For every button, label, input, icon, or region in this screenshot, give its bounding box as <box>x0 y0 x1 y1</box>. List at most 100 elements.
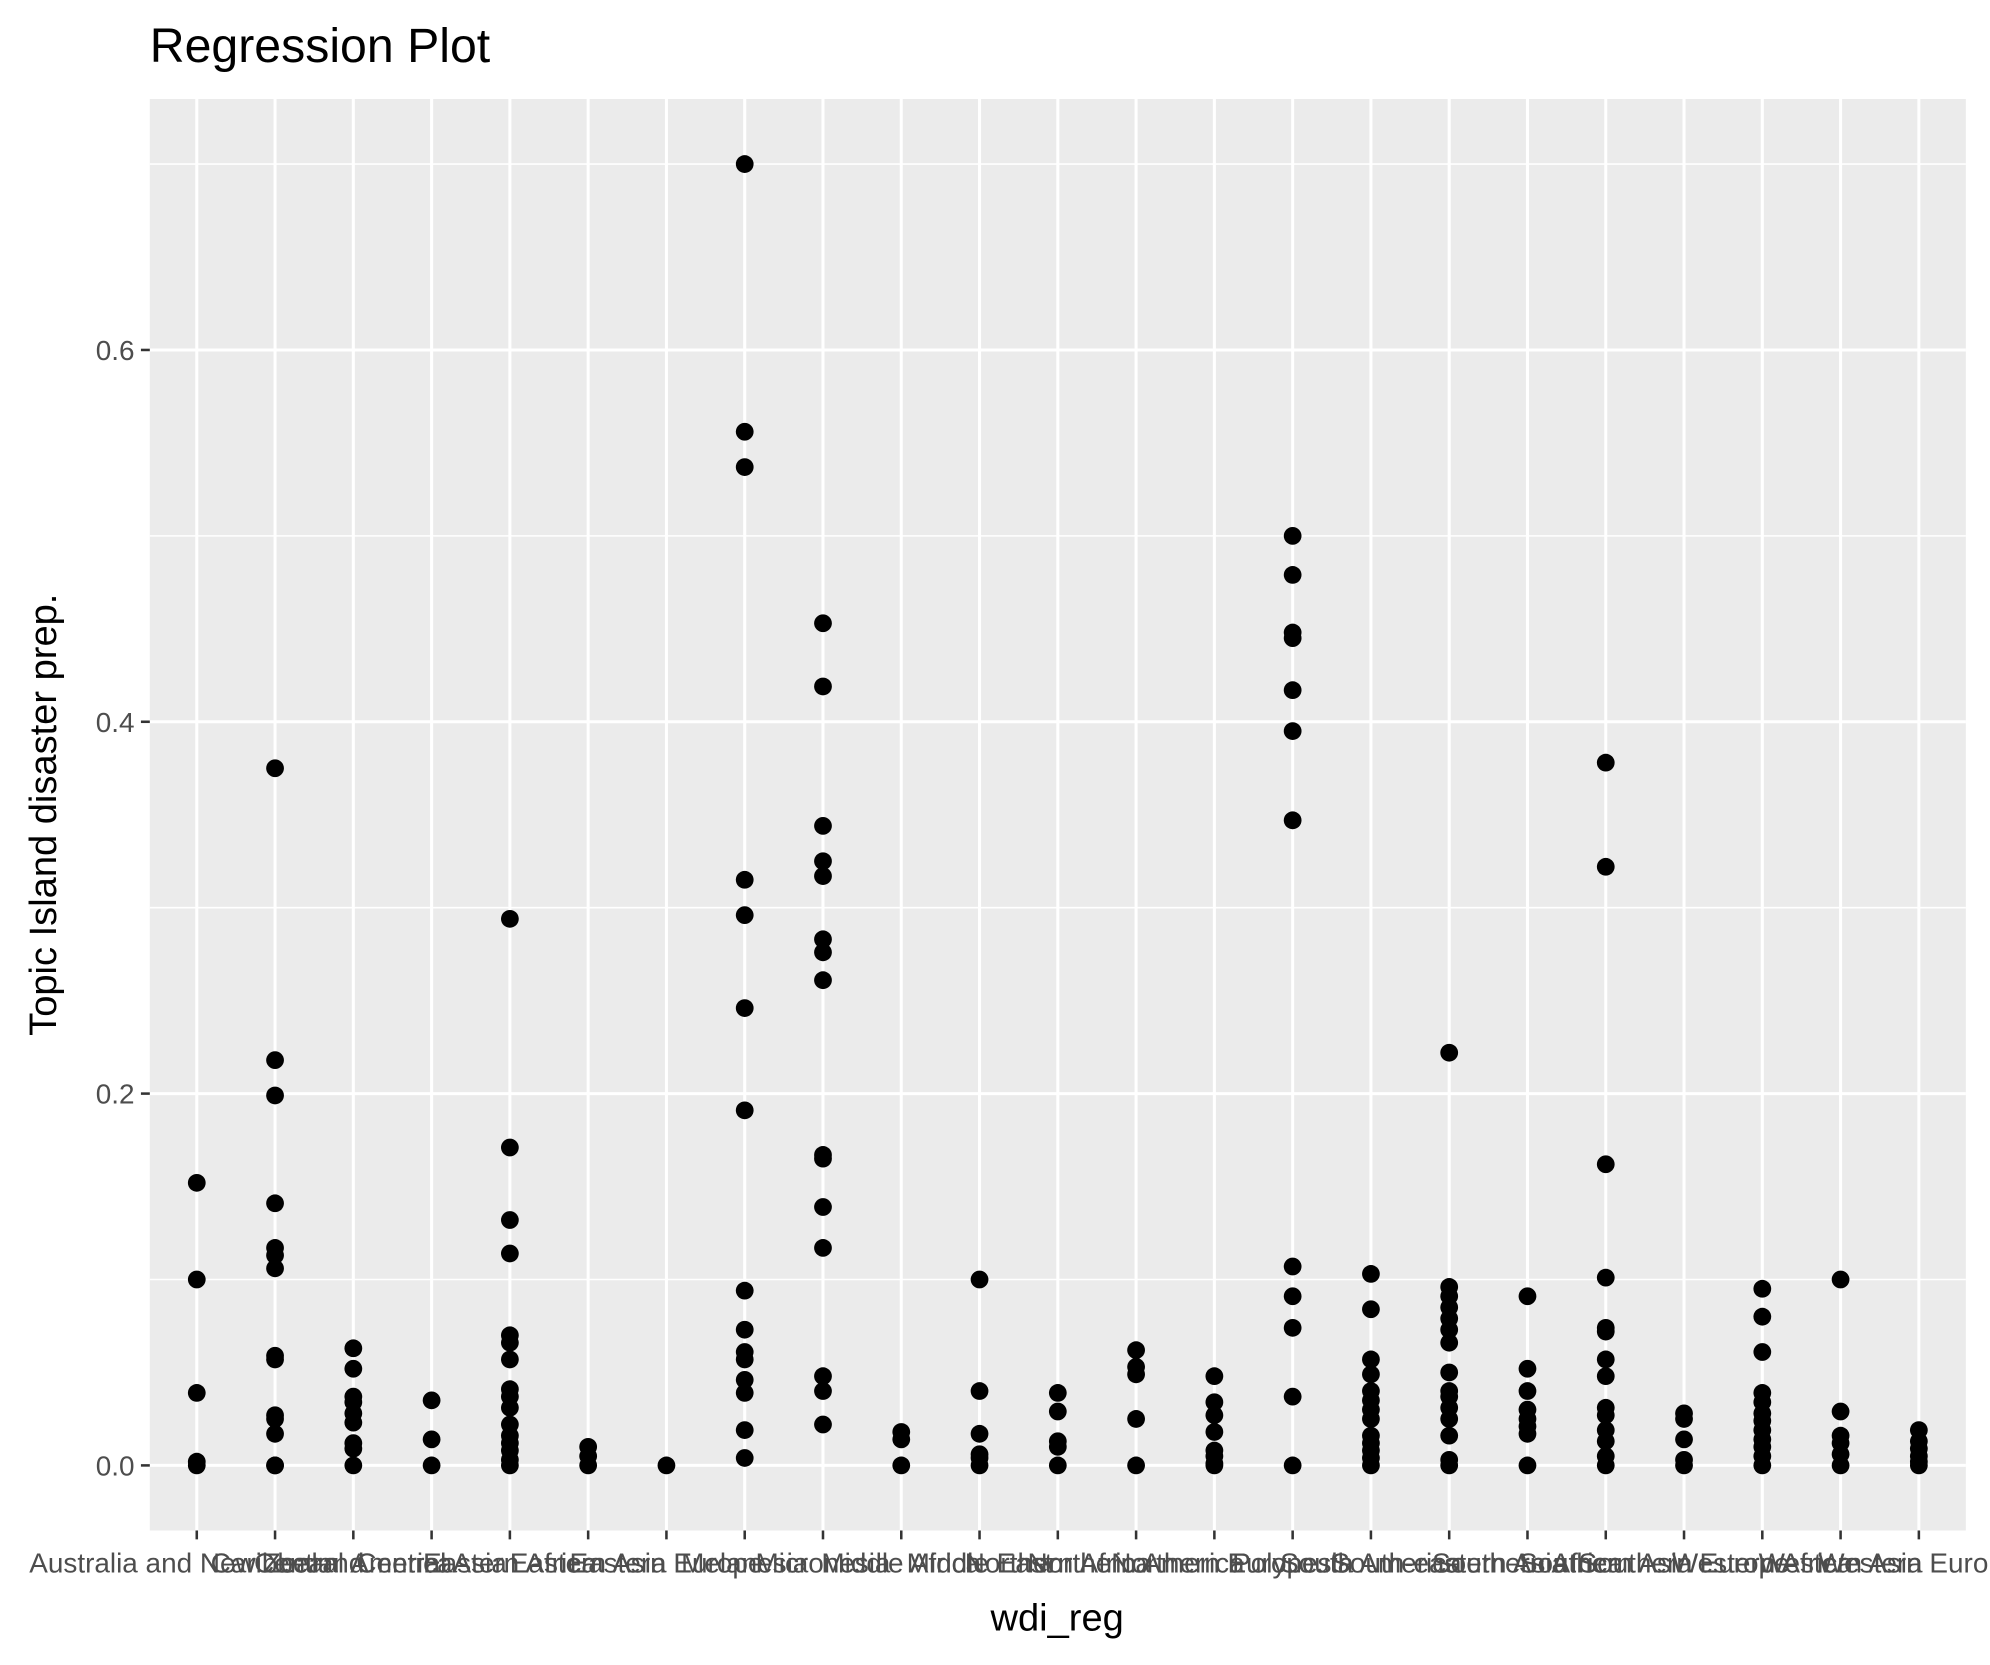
point <box>735 1421 754 1439</box>
chart-title: Regression Plot <box>150 19 491 73</box>
point <box>1440 1333 1459 1352</box>
point <box>422 1456 441 1475</box>
point <box>500 1244 519 1263</box>
point <box>735 155 754 173</box>
x-tick-label: Eastern Europe <box>569 1547 763 1578</box>
point <box>266 1194 284 1213</box>
point <box>814 1382 832 1400</box>
point <box>1283 722 1302 740</box>
point <box>1283 1257 1302 1276</box>
x-tick-label: Middle Africa <box>821 1547 981 1578</box>
point <box>187 1456 206 1475</box>
point <box>1753 1279 1772 1298</box>
point <box>1048 1402 1067 1421</box>
point <box>266 1350 284 1369</box>
point <box>1048 1437 1067 1456</box>
point <box>1596 1456 1615 1475</box>
point <box>1440 1456 1459 1475</box>
x-tick-label: Central America <box>254 1547 453 1578</box>
point <box>500 1456 519 1475</box>
point <box>1596 857 1615 876</box>
y-tick-label: 0.2 <box>96 1079 135 1110</box>
point <box>735 870 754 889</box>
x-tick-label: Eastern Africa <box>423 1547 597 1578</box>
point <box>344 1456 363 1475</box>
point <box>1362 1365 1380 1384</box>
point <box>814 1415 832 1434</box>
y-tick-label: 0.6 <box>96 335 135 366</box>
point <box>814 677 832 696</box>
x-tick-label: Middle East <box>907 1547 1053 1578</box>
x-tick-label: Australia and New Zealand <box>29 1547 364 1578</box>
point <box>1518 1456 1537 1475</box>
point <box>1440 1426 1459 1445</box>
point <box>1283 629 1302 648</box>
x-axis-title: wdi_reg <box>990 1598 1124 1640</box>
point <box>735 422 754 441</box>
point <box>970 1382 989 1400</box>
point <box>266 1086 284 1105</box>
point <box>266 1051 284 1070</box>
x-tick-label: South America <box>1280 1547 1462 1578</box>
point <box>1205 1406 1224 1425</box>
point <box>1753 1343 1772 1361</box>
point <box>1205 1423 1224 1441</box>
point <box>266 1456 284 1475</box>
point <box>187 1384 206 1402</box>
x-tick-label: Northern Europe <box>1111 1547 1317 1578</box>
point <box>187 1270 206 1289</box>
point <box>1440 1043 1459 1062</box>
point <box>1596 1367 1615 1386</box>
point <box>422 1430 441 1449</box>
point <box>735 1281 754 1300</box>
point <box>657 1456 676 1475</box>
point <box>892 1456 911 1475</box>
point <box>1518 1287 1537 1306</box>
point <box>579 1456 598 1475</box>
x-tick-label: Eastern Asia <box>510 1547 667 1578</box>
point <box>1205 1393 1224 1412</box>
point <box>735 1101 754 1120</box>
point <box>892 1430 911 1449</box>
point <box>1440 1410 1459 1428</box>
x-tick-label: Western Europe <box>1818 1547 1990 1578</box>
point <box>1362 1265 1380 1283</box>
point <box>1362 1410 1380 1428</box>
point <box>735 1384 754 1402</box>
point <box>814 852 832 871</box>
point <box>1596 1432 1615 1451</box>
point <box>1048 1384 1067 1402</box>
x-tick-label: Micronesia <box>756 1547 891 1578</box>
point <box>1831 1270 1850 1289</box>
point <box>1675 1456 1693 1475</box>
point <box>266 1246 284 1265</box>
point <box>266 759 284 778</box>
point <box>814 817 832 835</box>
point <box>1127 1410 1145 1428</box>
point <box>344 1439 363 1458</box>
point <box>1831 1402 1850 1421</box>
point <box>1831 1456 1850 1475</box>
point <box>1283 1287 1302 1306</box>
point <box>500 1350 519 1369</box>
point <box>1518 1359 1537 1378</box>
point <box>1127 1456 1145 1475</box>
point <box>266 1410 284 1428</box>
x-tick-label: Polynesia <box>1232 1547 1353 1578</box>
point <box>814 1149 832 1168</box>
point <box>814 1239 832 1257</box>
point <box>500 1138 519 1157</box>
point <box>1283 1318 1302 1337</box>
point <box>500 909 519 928</box>
point <box>1283 681 1302 700</box>
point <box>1283 1456 1302 1475</box>
x-tick-label: Southern Africa <box>1432 1547 1623 1578</box>
point <box>1127 1365 1145 1384</box>
x-tick-label: South-eastern Asia <box>1331 1547 1567 1578</box>
point <box>735 906 754 925</box>
point <box>735 1350 754 1369</box>
point <box>1596 1268 1615 1287</box>
point <box>1048 1456 1067 1475</box>
point <box>1675 1430 1693 1449</box>
